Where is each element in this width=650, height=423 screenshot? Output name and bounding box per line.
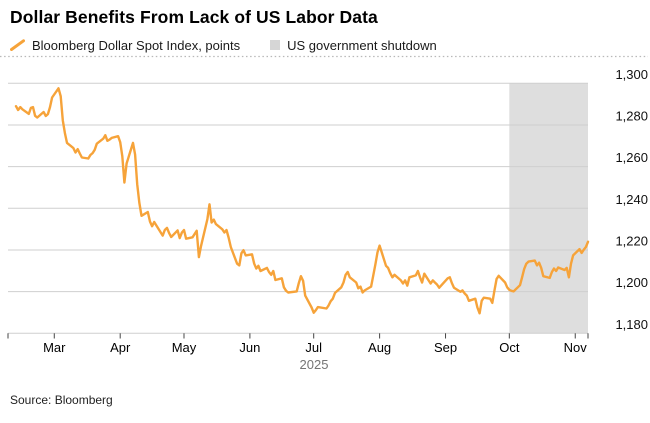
- legend-item-dollar-index: Bloomberg Dollar Spot Index, points: [10, 38, 240, 53]
- legend-item-shutdown: US government shutdown: [270, 38, 437, 53]
- legend-label-dollar-index: Bloomberg Dollar Spot Index, points: [32, 37, 241, 53]
- x-axis-year-label: 2025: [299, 357, 329, 372]
- chart-title: Dollar Benefits From Lack of US Labor Da…: [10, 7, 378, 27]
- svg-text:1,200: 1,200: [615, 275, 648, 290]
- svg-text:1,300: 1,300: [615, 67, 648, 82]
- dollar-index-line: [14, 87, 590, 315]
- legend-label-shutdown: US government shutdown: [287, 37, 437, 53]
- svg-text:1,180: 1,180: [615, 317, 648, 332]
- svg-text:Jun: Jun: [239, 340, 260, 355]
- gridlines: [8, 82, 588, 334]
- line-series-icon: [10, 39, 25, 51]
- svg-text:1,240: 1,240: [615, 192, 648, 207]
- shaded-region-swatch-icon: [270, 40, 281, 50]
- svg-text:May: May: [172, 340, 197, 355]
- svg-text:Oct: Oct: [499, 340, 520, 355]
- svg-text:Aug: Aug: [368, 340, 391, 355]
- x-axis-ticks: [7, 333, 589, 339]
- x-axis-tick-labels: Mar Apr May Jun Jul Aug Sep Oct Nov: [43, 340, 587, 355]
- svg-text:1,260: 1,260: [615, 150, 648, 165]
- svg-text:Apr: Apr: [110, 340, 131, 355]
- source-label: Source: Bloomberg: [10, 393, 113, 407]
- svg-text:Mar: Mar: [43, 340, 66, 355]
- svg-text:Jul: Jul: [305, 340, 322, 355]
- y-axis-tick-labels: 1,180 1,200 1,220 1,240 1,260 1,280 1,300: [615, 67, 648, 332]
- svg-text:Nov: Nov: [564, 340, 588, 355]
- svg-text:Sep: Sep: [434, 340, 457, 355]
- svg-text:1,220: 1,220: [615, 233, 648, 248]
- chart-legend: Bloomberg Dollar Spot Index, points US g…: [10, 36, 437, 54]
- svg-text:1,280: 1,280: [615, 108, 648, 123]
